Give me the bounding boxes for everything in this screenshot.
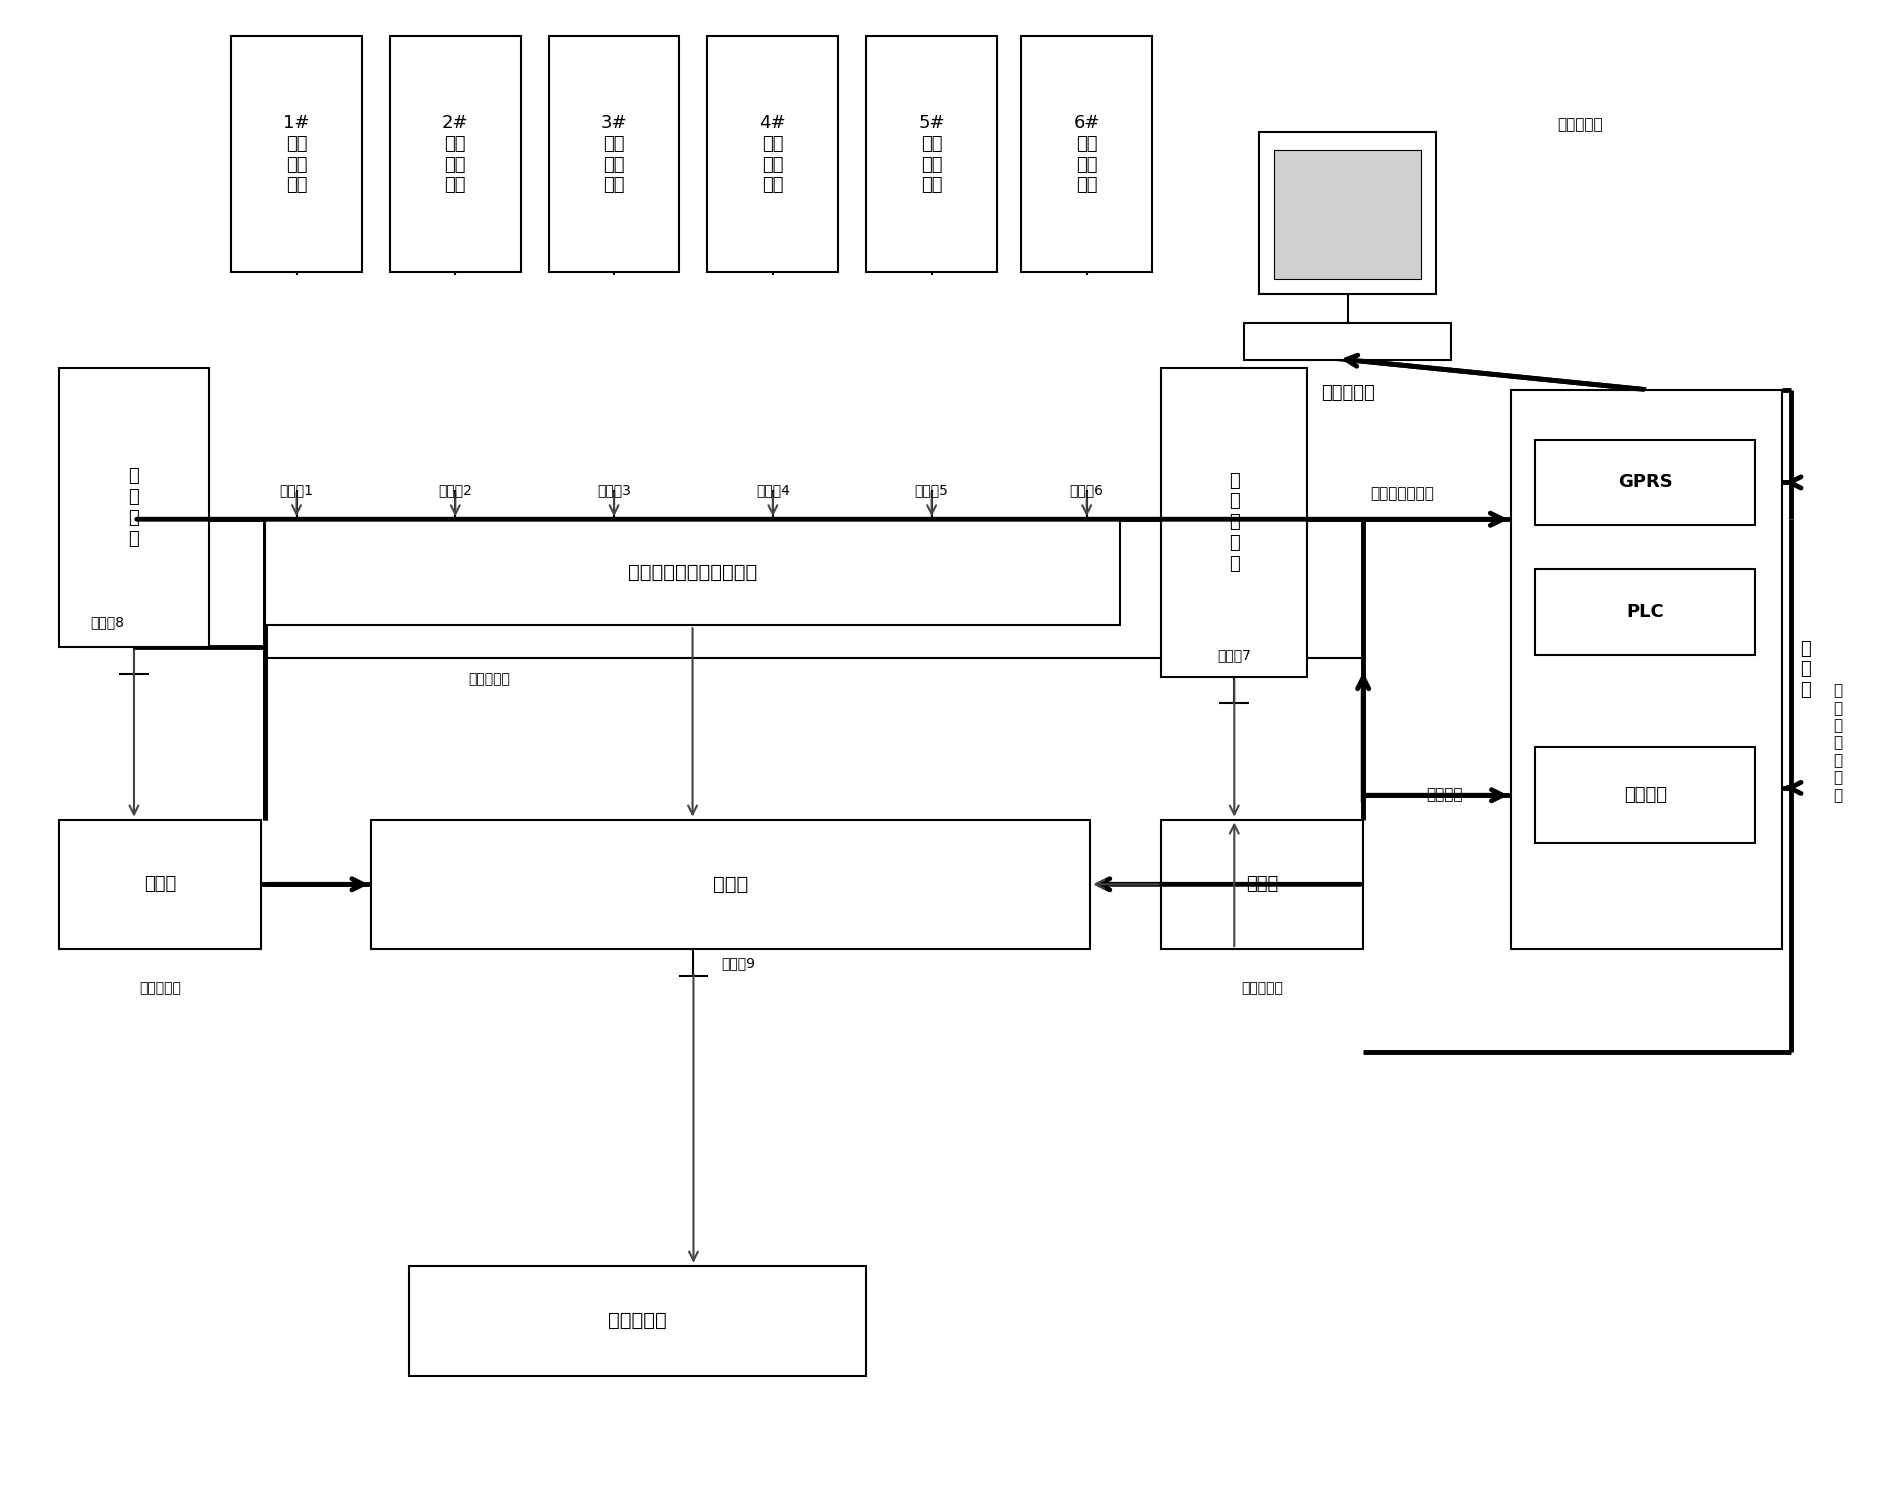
Text: 放料门开关信号: 放料门开关信号 [1370,486,1434,502]
FancyBboxPatch shape [408,1266,866,1376]
Text: 粉
料
贮
料
仓: 粉 料 贮 料 仓 [1229,471,1240,572]
Text: 放料门4: 放料门4 [757,483,790,498]
FancyBboxPatch shape [550,36,679,272]
FancyBboxPatch shape [708,36,837,272]
Text: 2#
热骨
料贮
料仓: 2# 热骨 料贮 料仓 [442,114,469,195]
Text: 粉料秤: 粉料秤 [1246,875,1278,893]
Text: 放料门3: 放料门3 [597,483,630,498]
Text: 终端计算机: 终端计算机 [1321,383,1376,401]
Text: 放料门1: 放料门1 [280,483,314,498]
FancyBboxPatch shape [1536,747,1756,843]
Text: 4#
热骨
料贮
料仓: 4# 热骨 料贮 料仓 [760,114,787,195]
FancyBboxPatch shape [1161,367,1308,676]
Text: 放
料
门
开
关
信
号: 放 料 门 开 关 信 号 [1833,684,1842,802]
Text: 1#
热骨
料贮
料仓: 1# 热骨 料贮 料仓 [284,114,311,195]
Text: 沥青秤: 沥青秤 [145,875,177,893]
Text: 放料门2: 放料门2 [439,483,472,498]
Text: 采
集
柜: 采 集 柜 [1801,639,1810,700]
Text: 骨料秤（累计称重方式）: 骨料秤（累计称重方式） [629,563,757,581]
FancyBboxPatch shape [231,36,361,272]
Text: 沥
青
贮
罐: 沥 青 贮 罐 [128,467,139,548]
FancyBboxPatch shape [371,820,1090,950]
Text: 放料门9: 放料门9 [721,957,755,970]
FancyBboxPatch shape [58,820,262,950]
Text: 称重传感器: 称重传感器 [469,672,510,687]
Text: 沥青混合料: 沥青混合料 [608,1311,666,1330]
Text: 放料门8: 放料门8 [90,615,124,630]
Text: 放料门7: 放料门7 [1218,648,1252,663]
Text: 5#
热骨
料贮
料仓: 5# 热骨 料贮 料仓 [918,114,945,195]
FancyBboxPatch shape [58,367,209,648]
Text: 6#
热骨
料贮
料仓: 6# 热骨 料贮 料仓 [1073,114,1099,195]
FancyBboxPatch shape [1161,820,1363,950]
FancyBboxPatch shape [1259,132,1436,294]
FancyBboxPatch shape [1274,150,1421,279]
Text: PLC: PLC [1626,603,1664,621]
Text: 3#
热骨
料贮
料仓: 3# 热骨 料贮 料仓 [600,114,627,195]
FancyBboxPatch shape [265,519,1120,626]
FancyBboxPatch shape [1511,389,1782,950]
Text: GPRS: GPRS [1619,474,1673,492]
FancyBboxPatch shape [390,36,521,272]
Text: 放料门6: 放料门6 [1069,483,1103,498]
FancyBboxPatch shape [1022,36,1152,272]
Text: 称重传感器: 称重传感器 [1242,981,1284,996]
Text: 计算机网络: 计算机网络 [1558,117,1603,132]
FancyBboxPatch shape [1536,440,1756,525]
FancyBboxPatch shape [1244,324,1451,360]
FancyBboxPatch shape [866,36,997,272]
Text: 称重传感器: 称重传感器 [139,981,181,996]
Text: 放料门5: 放料门5 [915,483,949,498]
FancyBboxPatch shape [1536,569,1756,655]
Text: 监控仪表: 监控仪表 [1624,786,1667,804]
Text: 重量信号: 重量信号 [1427,788,1462,802]
Text: 搅拌器: 搅拌器 [713,875,749,893]
